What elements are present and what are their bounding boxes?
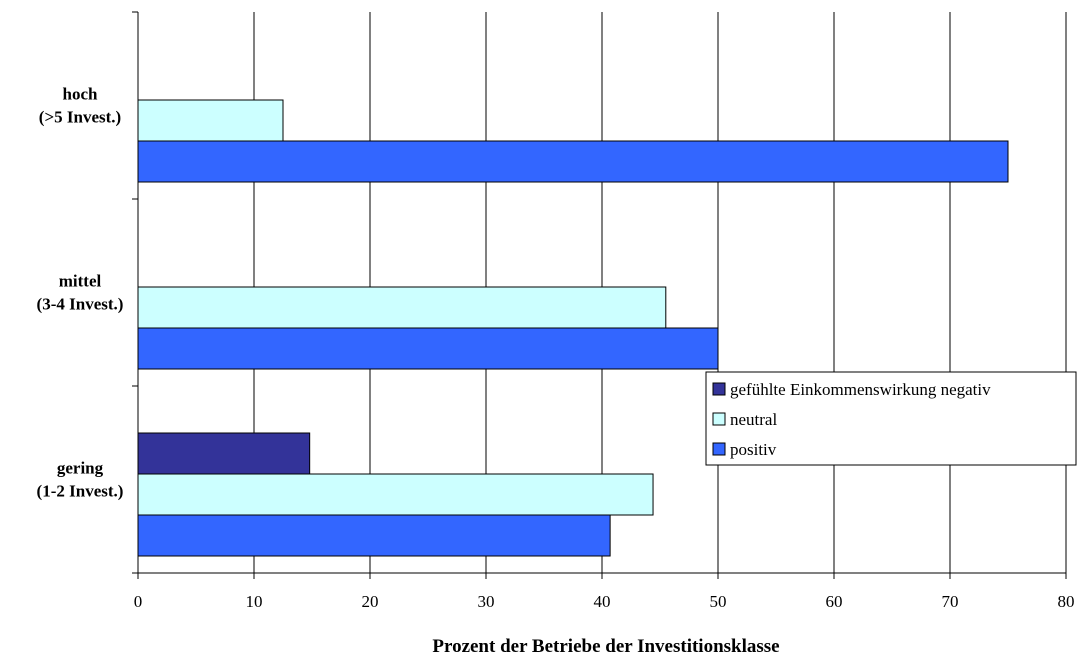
category-label-line1: gering xyxy=(57,459,104,478)
bar xyxy=(137,327,719,370)
x-tick-label: 0 xyxy=(134,592,143,611)
x-tick-label: 50 xyxy=(710,592,727,611)
bar xyxy=(137,514,611,557)
category-label-line1: hoch xyxy=(63,85,99,104)
category-labels: gering (1-2 Invest.) mittel (3-4 Invest.) ho… xyxy=(37,85,124,501)
x-tick-label: 60 xyxy=(826,592,843,611)
legend-box xyxy=(705,371,1077,466)
category-label-line1: mittel xyxy=(59,272,102,291)
legend-label: neutral xyxy=(730,410,777,429)
bars xyxy=(137,99,1009,557)
x-tick-labels: 0 10 20 30 40 50 60 70 80 xyxy=(134,592,1075,611)
bar xyxy=(137,286,667,329)
x-tick-label: 80 xyxy=(1058,592,1075,611)
legend-label: gefühlte Einkommenswirkung negativ xyxy=(730,380,991,399)
category-label-line2: (3-4 Invest.) xyxy=(37,295,124,314)
x-tick-label: 40 xyxy=(594,592,611,611)
legend-swatch xyxy=(712,442,726,456)
legend: gefühlte Einkommenswirkung negativ neutra… xyxy=(705,371,1077,466)
category-label-line2: (>5 Invest.) xyxy=(39,108,121,127)
legend-label: positiv xyxy=(730,440,777,459)
bar xyxy=(137,99,284,142)
bar xyxy=(137,473,654,516)
axes xyxy=(132,11,1067,579)
x-tick-label: 70 xyxy=(942,592,959,611)
x-tick-label: 20 xyxy=(362,592,379,611)
legend-swatch xyxy=(712,382,726,396)
bar xyxy=(137,432,311,475)
bar xyxy=(137,140,1009,183)
category-label-line2: (1-2 Invest.) xyxy=(37,482,124,501)
x-tick-label: 30 xyxy=(478,592,495,611)
x-tick-label: 10 xyxy=(246,592,263,611)
legend-swatch xyxy=(712,412,726,426)
x-axis-title: Prozent der Betriebe der Investitionskla… xyxy=(432,636,779,657)
